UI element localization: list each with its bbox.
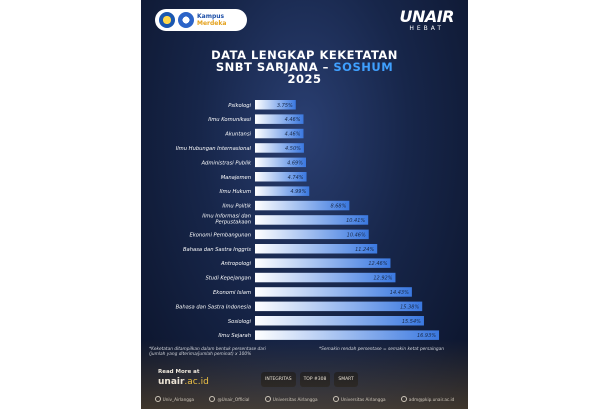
tut-wuri-seal-icon bbox=[178, 12, 194, 28]
data-label: 12.46% bbox=[368, 261, 387, 267]
infographic-poster: Kampus Merdeka UNAIR HEBAT DATA LENGKAP … bbox=[141, 0, 468, 409]
social-label: @Unair_Official bbox=[217, 396, 250, 402]
bar bbox=[255, 244, 378, 254]
data-label: 4.69% bbox=[287, 160, 303, 166]
mail-icon bbox=[400, 396, 407, 402]
data-label: 14.43% bbox=[390, 290, 409, 296]
bar bbox=[255, 157, 306, 168]
category-label: Ilmu Sejarah bbox=[218, 333, 251, 339]
category-label: Bahasa dan Sastra Inggris bbox=[183, 247, 251, 253]
kampus-merdeka-text: Kampus Merdeka bbox=[197, 13, 227, 27]
data-label: 4.74% bbox=[288, 175, 304, 181]
bar bbox=[255, 316, 424, 326]
category-label: Ekonomi Islam bbox=[213, 290, 251, 296]
social-link[interactable]: Univ_Airlangga bbox=[154, 396, 195, 402]
data-label: 4.99% bbox=[290, 189, 306, 195]
bar bbox=[255, 330, 440, 340]
category-label: Ilmu Hubungan Internasional bbox=[176, 146, 252, 152]
bar bbox=[255, 258, 391, 268]
data-label: 10.46% bbox=[347, 232, 366, 238]
social-label: Universitas Airlangga bbox=[340, 396, 386, 402]
data-label: 10.41% bbox=[346, 218, 365, 224]
data-label: 15.54% bbox=[402, 319, 421, 325]
social-label: Universitas Airlangga bbox=[272, 396, 318, 402]
bar bbox=[255, 215, 369, 225]
category-label: Manajemen bbox=[221, 175, 251, 181]
bar bbox=[255, 229, 369, 240]
integritas-badge: INTEGRITAS bbox=[261, 372, 296, 387]
category-label: Ekonomi Pembangunan bbox=[189, 232, 251, 238]
category-label: Ilmu Informasi dan Perpustakaan bbox=[202, 214, 251, 226]
category-label: Ilmu Hukum bbox=[220, 189, 252, 195]
footnote-left: *Keketatan ditampilkan dalam bentuk pers… bbox=[149, 347, 266, 357]
unair-hebat-logo: UNAIR HEBAT bbox=[399, 7, 454, 33]
data-label: 4.46% bbox=[285, 117, 301, 123]
bar bbox=[255, 200, 350, 211]
bar bbox=[255, 301, 423, 312]
category-label: Akuntansi bbox=[224, 132, 251, 138]
website-link[interactable]: unair.ac.id bbox=[158, 377, 209, 387]
category-label: Antropologi bbox=[220, 261, 252, 267]
smart-badge: SMART bbox=[334, 372, 358, 387]
instagram-icon bbox=[154, 396, 161, 402]
social-link[interactable]: Universitas Airlangga bbox=[332, 396, 386, 402]
unair-seal-icon bbox=[159, 12, 175, 28]
category-label: Sosiologi bbox=[228, 319, 252, 325]
chart-title: DATA LENGKAP KEKETATAN SNBT SARJANA – SO… bbox=[211, 48, 398, 86]
social-label: Univ_Airlangga bbox=[162, 396, 195, 402]
social-link[interactable]: adm@pkip.unair.ac.id bbox=[400, 396, 455, 402]
data-label: 8.68% bbox=[330, 204, 346, 210]
bar bbox=[255, 172, 307, 182]
bar bbox=[255, 143, 304, 153]
category-label: Bahasa dan Sastra Indonesia bbox=[176, 304, 251, 310]
data-label: 16.93% bbox=[417, 333, 436, 339]
read-more-label: Read More at bbox=[158, 369, 200, 375]
data-label: 11.24% bbox=[355, 247, 374, 253]
linkedin-icon bbox=[332, 396, 339, 402]
bar-chart: 3.75% Psikologi 4.46% Ilmu Komunikasi 4.46% A… bbox=[176, 100, 440, 340]
social-links: Univ_Airlangga @Unair_Official Universitas… bbox=[141, 396, 468, 402]
bar bbox=[255, 114, 304, 124]
data-label: 12.92% bbox=[373, 276, 392, 282]
bar bbox=[255, 128, 304, 139]
category-label: Ilmu Politik bbox=[222, 204, 252, 210]
social-label: adm@pkip.unair.ac.id bbox=[408, 396, 455, 402]
facebook-icon bbox=[264, 396, 271, 402]
badge-row: INTEGRITAS TOP #308 SMART bbox=[261, 372, 358, 387]
bar bbox=[255, 287, 412, 297]
x-twitter-icon bbox=[209, 396, 216, 402]
data-label: 15.38% bbox=[400, 304, 419, 310]
data-label: 4.50% bbox=[285, 146, 301, 152]
bar bbox=[255, 186, 310, 196]
footnote-right: *Semakin rendah persentase = semakin ket… bbox=[319, 347, 444, 352]
social-link[interactable]: @Unair_Official bbox=[209, 396, 249, 402]
social-link[interactable]: Universitas Airlangga bbox=[264, 396, 318, 402]
bar bbox=[255, 272, 396, 283]
data-label: 4.46% bbox=[285, 132, 301, 138]
category-label: Ilmu Komunikasi bbox=[208, 117, 251, 123]
category-label: Studi Kepejangan bbox=[205, 276, 251, 282]
category-label: Administrasi Publik bbox=[200, 160, 251, 166]
data-label: 3.75% bbox=[277, 103, 293, 109]
bar bbox=[255, 100, 296, 110]
title-accent: SOSHUM bbox=[333, 60, 394, 74]
kampus-merdeka-logo: Kampus Merdeka bbox=[155, 9, 247, 31]
category-label: Psikologi bbox=[228, 103, 251, 109]
ranking-badge: TOP #308 bbox=[299, 372, 331, 387]
